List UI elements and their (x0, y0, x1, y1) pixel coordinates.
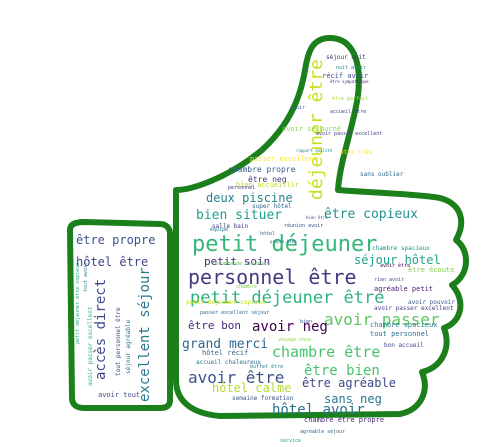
cloud-word: séjour hôtel (354, 253, 441, 267)
cloud-word: avoir passer (324, 310, 440, 329)
cloud-word: petit déjeuner copieux (186, 299, 266, 306)
cloud-word: bien accueillir (236, 181, 300, 189)
cloud-word: agréable petit (374, 285, 434, 293)
thumb-cuff-outline (67, 219, 173, 411)
cloud-word: voyage noce (278, 337, 312, 343)
cloud-word: nuit avoir (336, 65, 367, 71)
cloud-word: chambre spacieux (372, 245, 430, 252)
cloud-word: être bien (304, 363, 380, 379)
cloud-word: super hôtel (252, 203, 292, 210)
cloud-word: accueil être (330, 109, 367, 115)
cloud-word: hôtel calme (212, 381, 292, 395)
thumb-hand-outline (173, 35, 469, 419)
cloud-word: sans oublier (360, 171, 404, 178)
cloud-word: avoir pouvoir (408, 299, 455, 306)
cloud-word: bien être (306, 215, 328, 220)
cloud-word: chambre être (272, 343, 381, 361)
cloud-word: service (280, 438, 302, 444)
cloud-word: avoir passer excellent (87, 306, 94, 386)
cloud-word: récif avoir (322, 72, 369, 80)
cloud-word: séjour nuit (326, 54, 366, 61)
cloud-word: personnel (228, 185, 256, 191)
cloud-word: équipe (210, 227, 229, 233)
cloud-word: buffet être (250, 364, 284, 370)
cloud-word: être neg (248, 175, 287, 184)
cloud-word: personnel être (188, 265, 357, 289)
cloud-word: être bon (188, 319, 241, 332)
cloud-word: sans neg (324, 392, 382, 406)
cloud-word: recommande vivement (212, 261, 270, 267)
cloud-word: bien situer (196, 208, 283, 223)
cloud-word: petit déjeuner (192, 232, 378, 257)
cloud-word: être propre (76, 233, 156, 247)
cloud-word: rien avoir (374, 277, 405, 283)
cloud-word: accès direct (93, 278, 109, 380)
cloud-word: passer excellent séjour (200, 310, 270, 316)
cloud-word: agréable séjour (300, 429, 346, 435)
cloud-word: être écoute (408, 266, 455, 274)
cloud-word: tout personnel (370, 330, 430, 338)
cloud-word: tout avoir (83, 261, 89, 292)
cloud-word: hôtel (260, 231, 276, 237)
cloud-word: être agréable (302, 376, 396, 390)
cloud-word: semaine formation (232, 395, 294, 402)
cloud-word: être parfait (332, 96, 369, 102)
cloud-word: avoir passer excellent (374, 305, 454, 312)
cloud-word: rapport qualité (296, 148, 333, 153)
cloud-word: être copieux (324, 207, 418, 222)
cloud-word: réunion avoir (284, 223, 324, 229)
cloud-word: avoir tout (98, 391, 141, 399)
cloud-word: être sympathique (330, 79, 369, 84)
cloud-word: chambre spacieux (370, 321, 438, 329)
cloud-word: excellent séjour (137, 267, 153, 402)
cloud-word: avoir neg (252, 319, 328, 335)
cloud-word: avoir passer excellent (316, 131, 383, 137)
cloud-word: chambre être propre (304, 416, 385, 424)
cloud-word: petit déjeuner être (190, 288, 385, 308)
cloud-word: deux piscine (206, 191, 293, 205)
cloud-word: passer excellent (250, 155, 318, 163)
cloud-word: tout personnel être (115, 307, 122, 376)
cloud-word: bon accueil (384, 342, 424, 349)
cloud-word: accueil chaleureux (196, 359, 262, 366)
cloud-word: hôtel récif (202, 349, 249, 357)
cloud-word: être très (340, 149, 373, 156)
cloud-word: propre bien (270, 239, 297, 244)
cloud-word: hôtel être (76, 255, 149, 269)
cloud-word: chambre (236, 284, 258, 290)
cloud-word: bien (300, 319, 313, 325)
cloud-word: séjour agréable (125, 319, 132, 374)
cloud-word: grand merci (182, 337, 269, 352)
cloud-word: avoir séjourné (282, 125, 342, 133)
cloud-word: avoir être (188, 368, 285, 387)
cloud-word: chambre propre (228, 165, 296, 174)
cloud-word: hôtel avoir (272, 402, 365, 418)
cloud-word: avoir être (380, 263, 411, 269)
cloud-word: petit soin (204, 255, 271, 268)
cloud-word: avoir (290, 105, 306, 111)
cloud-word: petit déjeuner être copieux (75, 262, 81, 344)
cloud-word: salle bain (212, 223, 249, 230)
